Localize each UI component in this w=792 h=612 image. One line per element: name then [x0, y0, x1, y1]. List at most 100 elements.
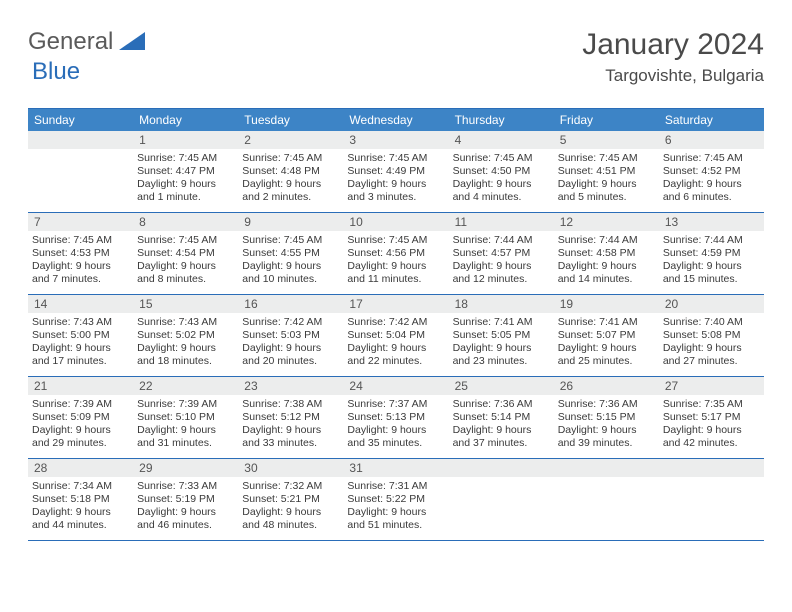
day-number: 17 [343, 295, 448, 313]
cell-body: Sunrise: 7:34 AMSunset: 5:18 PMDaylight:… [28, 477, 133, 539]
cell-body: Sunrise: 7:39 AMSunset: 5:09 PMDaylight:… [28, 395, 133, 457]
cell-body: Sunrise: 7:32 AMSunset: 5:21 PMDaylight:… [238, 477, 343, 539]
cell-body: Sunrise: 7:45 AMSunset: 4:49 PMDaylight:… [343, 149, 448, 211]
day-number: 29 [133, 459, 238, 477]
cell-body: Sunrise: 7:45 AMSunset: 4:51 PMDaylight:… [554, 149, 659, 211]
day-number: 14 [28, 295, 133, 313]
cell-body: Sunrise: 7:42 AMSunset: 5:03 PMDaylight:… [238, 313, 343, 375]
day-header: Tuesday [238, 109, 343, 131]
cell-body: Sunrise: 7:36 AMSunset: 5:14 PMDaylight:… [449, 395, 554, 457]
cell-body: Sunrise: 7:40 AMSunset: 5:08 PMDaylight:… [659, 313, 764, 375]
cell-body: Sunrise: 7:35 AMSunset: 5:17 PMDaylight:… [659, 395, 764, 457]
logo-text-gray: General [28, 28, 113, 56]
calendar-cell: 18Sunrise: 7:41 AMSunset: 5:05 PMDayligh… [449, 295, 554, 377]
calendar-cell: 29Sunrise: 7:33 AMSunset: 5:19 PMDayligh… [133, 459, 238, 541]
calendar-cell: 16Sunrise: 7:42 AMSunset: 5:03 PMDayligh… [238, 295, 343, 377]
day-number-empty [449, 459, 554, 477]
month-title: January 2024 [582, 28, 764, 62]
calendar-cell: 11Sunrise: 7:44 AMSunset: 4:57 PMDayligh… [449, 213, 554, 295]
calendar-cell: 15Sunrise: 7:43 AMSunset: 5:02 PMDayligh… [133, 295, 238, 377]
calendar-cell [28, 131, 133, 213]
calendar-cell: 30Sunrise: 7:32 AMSunset: 5:21 PMDayligh… [238, 459, 343, 541]
calendar-cell: 28Sunrise: 7:34 AMSunset: 5:18 PMDayligh… [28, 459, 133, 541]
calendar-cell: 24Sunrise: 7:37 AMSunset: 5:13 PMDayligh… [343, 377, 448, 459]
calendar-cell: 17Sunrise: 7:42 AMSunset: 5:04 PMDayligh… [343, 295, 448, 377]
day-number: 21 [28, 377, 133, 395]
day-number-empty [659, 459, 764, 477]
day-number: 2 [238, 131, 343, 149]
day-header: Monday [133, 109, 238, 131]
day-number: 5 [554, 131, 659, 149]
day-number: 15 [133, 295, 238, 313]
calendar-cell: 31Sunrise: 7:31 AMSunset: 5:22 PMDayligh… [343, 459, 448, 541]
day-number: 18 [449, 295, 554, 313]
cell-body: Sunrise: 7:36 AMSunset: 5:15 PMDaylight:… [554, 395, 659, 457]
cell-body: Sunrise: 7:44 AMSunset: 4:58 PMDaylight:… [554, 231, 659, 293]
cell-body: Sunrise: 7:37 AMSunset: 5:13 PMDaylight:… [343, 395, 448, 457]
day-number-empty [554, 459, 659, 477]
calendar-cell: 27Sunrise: 7:35 AMSunset: 5:17 PMDayligh… [659, 377, 764, 459]
cell-body: Sunrise: 7:45 AMSunset: 4:56 PMDaylight:… [343, 231, 448, 293]
cell-body: Sunrise: 7:45 AMSunset: 4:50 PMDaylight:… [449, 149, 554, 211]
cell-body: Sunrise: 7:45 AMSunset: 4:47 PMDaylight:… [133, 149, 238, 211]
cell-body: Sunrise: 7:39 AMSunset: 5:10 PMDaylight:… [133, 395, 238, 457]
calendar-cell: 25Sunrise: 7:36 AMSunset: 5:14 PMDayligh… [449, 377, 554, 459]
calendar-cell: 19Sunrise: 7:41 AMSunset: 5:07 PMDayligh… [554, 295, 659, 377]
day-number: 23 [238, 377, 343, 395]
day-number: 13 [659, 213, 764, 231]
calendar-cell: 23Sunrise: 7:38 AMSunset: 5:12 PMDayligh… [238, 377, 343, 459]
calendar-grid: SundayMondayTuesdayWednesdayThursdayFrid… [28, 108, 764, 541]
day-number: 6 [659, 131, 764, 149]
calendar-cell: 5Sunrise: 7:45 AMSunset: 4:51 PMDaylight… [554, 131, 659, 213]
calendar-cell: 20Sunrise: 7:40 AMSunset: 5:08 PMDayligh… [659, 295, 764, 377]
calendar-cell: 3Sunrise: 7:45 AMSunset: 4:49 PMDaylight… [343, 131, 448, 213]
day-header: Friday [554, 109, 659, 131]
day-number: 28 [28, 459, 133, 477]
calendar-cell [554, 459, 659, 541]
calendar-cell: 7Sunrise: 7:45 AMSunset: 4:53 PMDaylight… [28, 213, 133, 295]
calendar-cell: 8Sunrise: 7:45 AMSunset: 4:54 PMDaylight… [133, 213, 238, 295]
calendar-cell [659, 459, 764, 541]
cell-body: Sunrise: 7:45 AMSunset: 4:54 PMDaylight:… [133, 231, 238, 293]
cell-body: Sunrise: 7:38 AMSunset: 5:12 PMDaylight:… [238, 395, 343, 457]
cell-body: Sunrise: 7:45 AMSunset: 4:52 PMDaylight:… [659, 149, 764, 211]
day-number: 8 [133, 213, 238, 231]
day-number: 12 [554, 213, 659, 231]
day-number: 9 [238, 213, 343, 231]
calendar-cell: 26Sunrise: 7:36 AMSunset: 5:15 PMDayligh… [554, 377, 659, 459]
calendar-cell: 9Sunrise: 7:45 AMSunset: 4:55 PMDaylight… [238, 213, 343, 295]
cell-body: Sunrise: 7:41 AMSunset: 5:07 PMDaylight:… [554, 313, 659, 375]
cell-body: Sunrise: 7:44 AMSunset: 4:59 PMDaylight:… [659, 231, 764, 293]
calendar-cell: 6Sunrise: 7:45 AMSunset: 4:52 PMDaylight… [659, 131, 764, 213]
cell-body: Sunrise: 7:33 AMSunset: 5:19 PMDaylight:… [133, 477, 238, 539]
cell-body: Sunrise: 7:44 AMSunset: 4:57 PMDaylight:… [449, 231, 554, 293]
day-number: 22 [133, 377, 238, 395]
day-number: 4 [449, 131, 554, 149]
day-number: 30 [238, 459, 343, 477]
day-header: Sunday [28, 109, 133, 131]
day-header: Saturday [659, 109, 764, 131]
day-number: 3 [343, 131, 448, 149]
calendar-cell: 13Sunrise: 7:44 AMSunset: 4:59 PMDayligh… [659, 213, 764, 295]
day-number: 1 [133, 131, 238, 149]
day-number: 20 [659, 295, 764, 313]
cell-body: Sunrise: 7:42 AMSunset: 5:04 PMDaylight:… [343, 313, 448, 375]
calendar-cell: 1Sunrise: 7:45 AMSunset: 4:47 PMDaylight… [133, 131, 238, 213]
cell-body: Sunrise: 7:43 AMSunset: 5:00 PMDaylight:… [28, 313, 133, 375]
calendar-cell: 2Sunrise: 7:45 AMSunset: 4:48 PMDaylight… [238, 131, 343, 213]
calendar-cell: 22Sunrise: 7:39 AMSunset: 5:10 PMDayligh… [133, 377, 238, 459]
day-number: 11 [449, 213, 554, 231]
day-number: 31 [343, 459, 448, 477]
cell-body: Sunrise: 7:43 AMSunset: 5:02 PMDaylight:… [133, 313, 238, 375]
day-header: Wednesday [343, 109, 448, 131]
cell-body: Sunrise: 7:31 AMSunset: 5:22 PMDaylight:… [343, 477, 448, 539]
day-number: 16 [238, 295, 343, 313]
day-number: 25 [449, 377, 554, 395]
calendar-cell: 10Sunrise: 7:45 AMSunset: 4:56 PMDayligh… [343, 213, 448, 295]
calendar-cell: 14Sunrise: 7:43 AMSunset: 5:00 PMDayligh… [28, 295, 133, 377]
day-number: 26 [554, 377, 659, 395]
cell-body: Sunrise: 7:41 AMSunset: 5:05 PMDaylight:… [449, 313, 554, 375]
calendar-cell [449, 459, 554, 541]
cell-body: Sunrise: 7:45 AMSunset: 4:55 PMDaylight:… [238, 231, 343, 293]
day-number-empty [28, 131, 133, 149]
